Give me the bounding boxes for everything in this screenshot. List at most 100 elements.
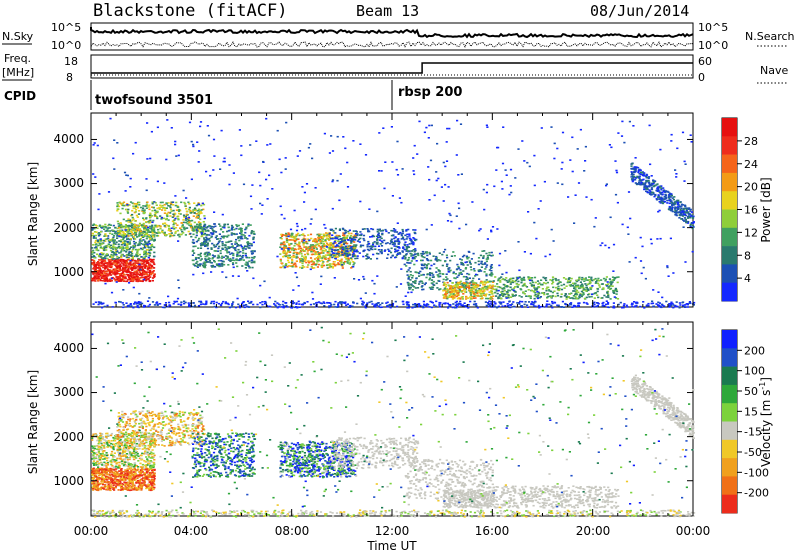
data-cell xyxy=(110,279,113,282)
data-cell xyxy=(301,240,304,243)
data-cell xyxy=(306,252,309,254)
data-cell xyxy=(210,248,213,250)
data-cell xyxy=(486,254,489,257)
data-cell xyxy=(315,260,318,262)
data-cell xyxy=(458,281,461,284)
data-cell xyxy=(490,269,493,272)
data-cell xyxy=(447,269,450,271)
data-cell xyxy=(502,295,505,297)
data-cell xyxy=(455,295,458,298)
data-cell xyxy=(103,235,106,237)
data-cell xyxy=(444,285,448,288)
data-cell xyxy=(107,265,110,267)
data-cell xyxy=(567,296,570,299)
data-cell xyxy=(347,232,350,235)
data-cell xyxy=(151,259,154,261)
data-cell xyxy=(135,271,138,273)
data-cell xyxy=(484,262,487,264)
data-cell xyxy=(183,228,186,231)
data-cell xyxy=(486,256,489,259)
data-cell xyxy=(574,284,577,287)
data-cell xyxy=(227,234,230,237)
data-cell xyxy=(192,233,195,236)
cpid-label: CPID xyxy=(4,89,36,103)
data-cell xyxy=(149,221,152,223)
data-cell xyxy=(565,285,568,287)
data-cell xyxy=(302,238,305,241)
data-cell xyxy=(502,301,505,303)
data-cell xyxy=(441,253,444,256)
data-cell xyxy=(126,234,129,237)
data-cell xyxy=(120,278,123,281)
data-cell xyxy=(461,298,464,300)
data-cell xyxy=(135,280,138,282)
data-cell xyxy=(371,234,374,237)
data-cell xyxy=(167,225,170,228)
data-cell xyxy=(117,264,120,267)
data-cell xyxy=(496,292,499,295)
data-cell xyxy=(201,264,205,266)
data-cell xyxy=(390,229,393,232)
data-cell xyxy=(437,275,440,277)
data-cell xyxy=(116,276,119,278)
data-cell xyxy=(569,285,572,287)
data-cell xyxy=(249,224,252,226)
data-cell xyxy=(101,277,105,279)
data-cell xyxy=(237,251,241,254)
data-cell xyxy=(142,219,145,221)
data-cell xyxy=(355,230,358,232)
data-cell xyxy=(151,230,154,232)
data-cell xyxy=(361,228,364,230)
data-cell xyxy=(318,256,322,259)
data-cell xyxy=(218,240,221,242)
data-cell xyxy=(450,293,453,295)
data-cell xyxy=(477,270,480,273)
data-cell xyxy=(306,266,309,268)
data-cell xyxy=(464,267,468,269)
station-title: Blackstone (fitACF) xyxy=(93,1,287,21)
data-cell xyxy=(123,260,126,263)
data-cell xyxy=(221,263,224,266)
data-cell xyxy=(188,203,191,205)
data-cell xyxy=(444,260,447,263)
data-cell xyxy=(119,280,122,282)
data-cell xyxy=(317,255,320,258)
data-cell xyxy=(312,263,315,265)
data-cell xyxy=(384,228,387,231)
data-cell xyxy=(140,230,143,233)
data-cell xyxy=(250,231,253,234)
data-cell xyxy=(582,292,585,294)
data-cell xyxy=(280,237,283,240)
data-cell xyxy=(184,215,187,218)
data-cell xyxy=(221,236,225,238)
data-cell xyxy=(131,257,134,260)
xtick-0800: 08:00 xyxy=(275,524,310,538)
data-cell xyxy=(607,294,610,297)
data-cell xyxy=(479,293,482,295)
data-cell xyxy=(660,199,663,201)
data-cell xyxy=(98,278,101,280)
data-cell xyxy=(182,214,186,217)
data-cell xyxy=(285,235,288,238)
data-cell xyxy=(309,245,312,248)
data-cell xyxy=(104,276,107,278)
data-cell xyxy=(429,272,432,274)
data-cell xyxy=(133,224,136,227)
data-cell xyxy=(137,260,140,263)
data-cell xyxy=(144,241,147,243)
data-cell xyxy=(376,230,379,233)
data-cell xyxy=(331,267,334,269)
data-cell xyxy=(346,262,349,264)
data-cell xyxy=(311,246,314,248)
data-cell xyxy=(198,254,201,256)
data-cell xyxy=(182,226,185,229)
data-cell xyxy=(342,250,345,252)
data-cell xyxy=(291,265,294,268)
freq-unit-label: [MHz] xyxy=(2,66,34,79)
data-cell xyxy=(287,232,290,234)
data-cell xyxy=(351,255,354,258)
data-cell xyxy=(240,230,243,232)
data-cell xyxy=(331,256,334,259)
data-cell xyxy=(138,269,141,272)
data-cell xyxy=(122,238,125,241)
